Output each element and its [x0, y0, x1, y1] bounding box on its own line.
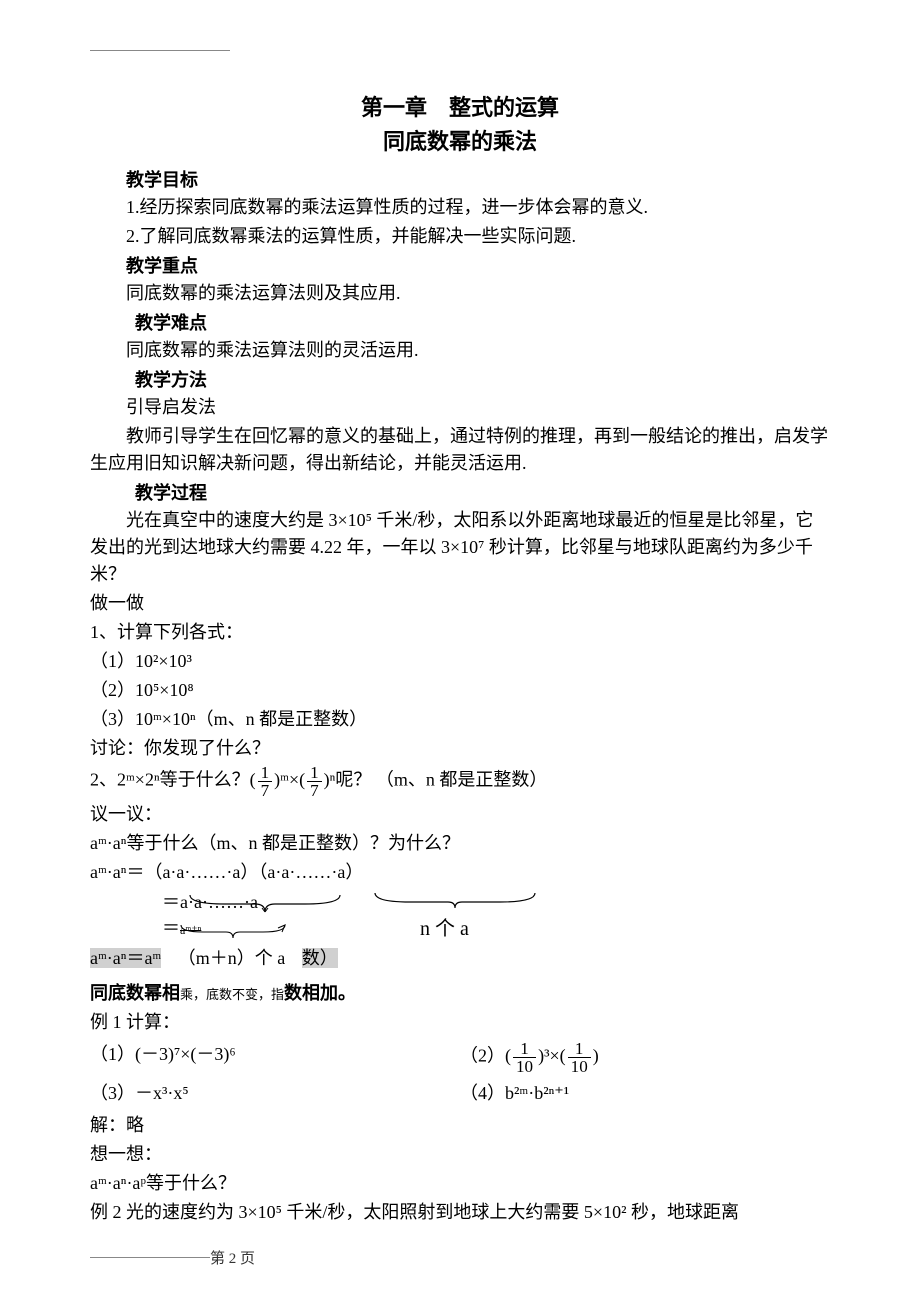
- yiyiyi-label: 议一议：: [90, 801, 830, 828]
- page-footer: 第 2 页: [90, 1247, 255, 1268]
- lesson-subtitle: 同底数幂的乘法: [90, 124, 830, 156]
- footer-rule: [90, 1257, 210, 1258]
- doit-q2-pre: 2、2ᵐ×2ⁿ等于什么？(: [90, 770, 256, 790]
- ex1-row1: （1）(－3)⁷×(－3)⁶ （2）(110)³×(110): [90, 1038, 830, 1077]
- brace-label-mn: （m＋n）个 a 数）: [178, 948, 338, 968]
- doit-q2-mid: )ᵐ×(: [274, 770, 305, 790]
- fraction-1-10a: 110: [513, 1040, 536, 1075]
- head-process: 教学过程: [90, 479, 830, 505]
- doit-discuss: 讨论：你发现了什么？: [90, 735, 830, 762]
- method-line-2: 教师引导学生在回忆幂的意义的基础上，通过特例的推理，再到一般结论的推出，启发学生…: [90, 423, 830, 477]
- fraction-1-7b: 17: [307, 764, 322, 799]
- difficulty-text: 同底数幂的乘法运算法则的灵活运用.: [90, 337, 830, 364]
- ex1-ans: 解：略: [90, 1112, 830, 1139]
- brace-icon: [185, 892, 345, 914]
- result-line: aᵐ·aⁿ＝aᵐ （m＋n）个 a 数）: [90, 944, 338, 970]
- derivation-block: ＝a·a·……·a ＝aᵐ⁺ⁿ n 个 a aᵐ·aⁿ＝aᵐ （m＋n）个 a …: [90, 888, 830, 978]
- ex1-c2: （2）(110)³×(110): [460, 1040, 830, 1075]
- doit-q2: 2、2ᵐ×2ⁿ等于什么？(17)ᵐ×(17)ⁿ呢？ （m、n 都是正整数）: [90, 764, 830, 799]
- method-line-1: 引导启发法: [90, 394, 830, 421]
- doit-q1-3: （3）10ᵐ×10ⁿ（m、n 都是正整数）: [90, 706, 830, 733]
- ex2: 例 2 光的速度约为 3×10⁵ 千米/秒，太阳照射到地球上大约需要 5×10²…: [90, 1199, 830, 1226]
- ex1-row2: （3）－x³·x⁵ （4）b²ᵐ·b²ⁿ⁺¹: [90, 1077, 830, 1110]
- head-keypoint: 教学重点: [90, 252, 830, 278]
- ex1-c1: （1）(－3)⁷×(－3)⁶: [90, 1040, 460, 1075]
- fraction-1-7a: 17: [258, 764, 273, 799]
- doit-q1-2: （2）10⁵×10⁸: [90, 677, 830, 704]
- doit-q2-post: )ⁿ呢？ （m、n 都是正整数）: [324, 770, 548, 790]
- process-intro: 光在真空中的速度大约是 3×10⁵ 千米/秒，太阳系以外距离地球最近的恒星是比邻…: [90, 507, 830, 588]
- rule-line: 同底数幂相乘，底数不变，指数相加。: [90, 980, 830, 1007]
- head-goal: 教学目标: [90, 166, 830, 192]
- page-number: 第 2 页: [210, 1251, 255, 1267]
- brace-icon: [370, 890, 540, 910]
- ex1-c3: （3）－x³·x⁵: [90, 1079, 460, 1108]
- brace-icon: [178, 922, 288, 940]
- ex1-c4: （4）b²ᵐ·b²ⁿ⁺¹: [460, 1079, 830, 1108]
- ex1-head: 例 1 计算：: [90, 1009, 830, 1036]
- result-hl: aᵐ·aⁿ＝aᵐ: [90, 948, 161, 968]
- top-rule: [90, 50, 230, 51]
- chapter-title: 第一章 整式的运算: [90, 90, 830, 122]
- doit-q1-1: （1）10²×10³: [90, 648, 830, 675]
- doit-q1-head: 1、计算下列各式：: [90, 619, 830, 646]
- think-q: aᵐ·aⁿ·aᵖ等于什么？: [90, 1170, 830, 1197]
- head-difficulty: 教学难点: [90, 309, 830, 335]
- think-label: 想一想：: [90, 1141, 830, 1168]
- yiyiyi-l1: aᵐ·aⁿ等于什么（m、n 都是正整数）？为什么？: [90, 830, 830, 857]
- fraction-1-10b: 110: [568, 1040, 591, 1075]
- head-method: 教学方法: [90, 366, 830, 392]
- page-content: 第一章 整式的运算 同底数幂的乘法 教学目标 1.经历探索同底数幂的乘法运算性质…: [0, 0, 920, 1268]
- yiyiyi-l2: aᵐ·aⁿ＝（a·a·……·a）（a·a·……·a）: [90, 859, 830, 886]
- keypoint-text: 同底数幂的乘法运算法则及其应用.: [90, 280, 830, 307]
- goal-line-2: 2.了解同底数幂乘法的运算性质，并能解决一些实际问题.: [90, 223, 830, 250]
- brace-label-n: n 个 a: [420, 912, 469, 941]
- doit-label: 做一做: [90, 590, 830, 617]
- goal-line-1: 1.经历探索同底数幂的乘法运算性质的过程，进一步体会幂的意义.: [90, 194, 830, 221]
